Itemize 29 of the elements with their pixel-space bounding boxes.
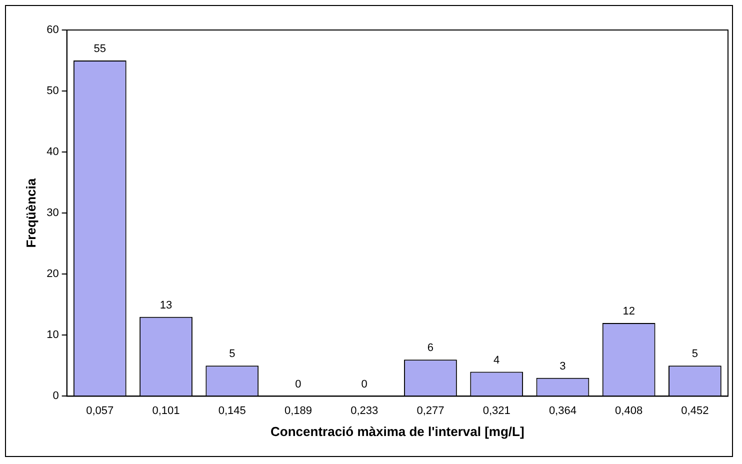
- y-tick-label: 30: [46, 207, 59, 220]
- x-tick-label: 0,452: [681, 404, 709, 417]
- data-label: 12: [622, 305, 635, 318]
- y-tick-label: 20: [46, 268, 59, 280]
- x-tick-label: 0,189: [284, 404, 312, 417]
- data-label: 6: [427, 342, 434, 354]
- y-axis-title: Freqüència: [23, 178, 38, 248]
- data-label: 55: [94, 43, 106, 56]
- data-label: 13: [160, 299, 172, 312]
- x-tick-label: 0,364: [548, 404, 576, 417]
- x-tick-label: 0,101: [152, 404, 180, 417]
- data-label: 3: [560, 360, 566, 372]
- data-label: 4: [494, 354, 500, 366]
- y-tick-label: 0: [52, 390, 59, 402]
- x-tick-label: 0,145: [218, 404, 246, 417]
- data-label: 5: [692, 348, 698, 360]
- data-label: 0: [361, 378, 368, 391]
- x-axis-title: Concentració màxima de l'interval [mg/L]: [270, 424, 524, 439]
- data-label: 5: [229, 348, 236, 360]
- y-tick-label: 60: [46, 24, 59, 36]
- y-tick-label: 50: [46, 85, 59, 98]
- y-tick-label: 10: [46, 329, 59, 342]
- data-label: 0: [295, 378, 302, 391]
- x-tick-label: 0,277: [416, 404, 444, 417]
- y-tick-label: 40: [46, 146, 59, 158]
- x-tick-label: 0,408: [615, 404, 643, 417]
- x-tick-label: 0,057: [86, 404, 114, 417]
- x-tick-label: 0,233: [350, 404, 378, 417]
- x-tick-label: 0,321: [482, 404, 510, 417]
